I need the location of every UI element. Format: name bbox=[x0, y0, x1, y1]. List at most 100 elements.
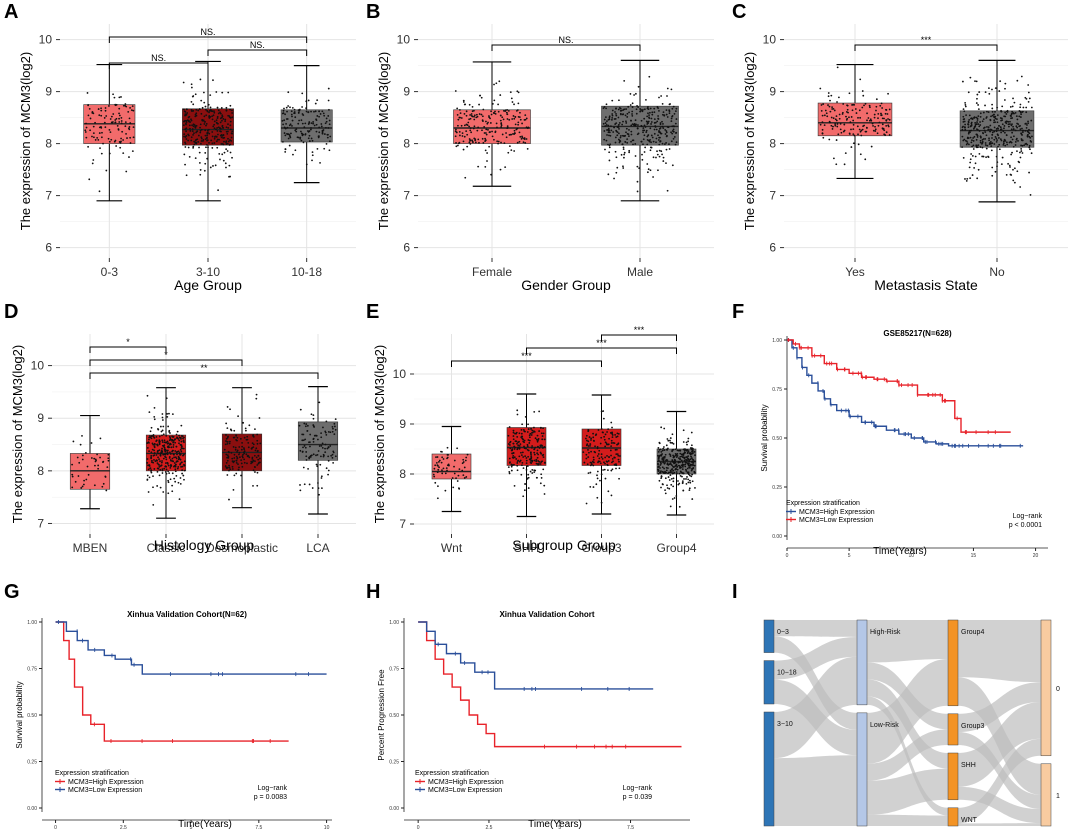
data-point bbox=[1008, 125, 1010, 128]
data-point bbox=[230, 452, 233, 454]
data-point bbox=[681, 481, 684, 484]
data-point bbox=[528, 436, 531, 439]
data-point bbox=[623, 135, 626, 137]
data-point bbox=[225, 148, 228, 151]
data-point bbox=[593, 450, 596, 453]
data-point bbox=[675, 495, 678, 497]
data-point bbox=[618, 127, 620, 130]
data-point bbox=[213, 110, 215, 113]
data-point bbox=[101, 485, 104, 488]
data-point bbox=[990, 149, 993, 152]
data-point bbox=[614, 448, 617, 451]
data-point bbox=[671, 498, 674, 500]
data-point bbox=[631, 102, 634, 105]
data-point bbox=[161, 447, 163, 450]
data-point bbox=[693, 451, 696, 453]
data-point bbox=[527, 126, 530, 129]
bracket-line bbox=[854, 44, 998, 51]
data-point bbox=[467, 121, 470, 124]
data-point bbox=[685, 456, 688, 458]
data-point bbox=[968, 143, 970, 146]
data-point bbox=[158, 441, 161, 444]
data-point bbox=[97, 108, 100, 110]
data-point bbox=[602, 122, 605, 125]
data-point bbox=[623, 108, 626, 111]
data-point bbox=[969, 161, 972, 164]
data-point bbox=[109, 131, 112, 134]
data-point bbox=[287, 91, 290, 94]
data-point bbox=[662, 156, 665, 159]
data-point bbox=[199, 78, 202, 81]
data-point bbox=[636, 127, 639, 130]
data-point bbox=[146, 461, 149, 464]
data-point bbox=[317, 136, 320, 139]
data-point bbox=[118, 117, 120, 120]
data-point bbox=[587, 448, 589, 451]
data-point bbox=[499, 94, 502, 96]
data-point bbox=[320, 477, 323, 479]
data-point bbox=[303, 126, 306, 129]
data-point bbox=[501, 116, 504, 119]
data-point bbox=[658, 149, 661, 152]
data-point bbox=[106, 466, 109, 469]
sankey-node-label: Group4 bbox=[961, 629, 984, 636]
data-point bbox=[834, 118, 837, 121]
data-point bbox=[971, 139, 973, 142]
data-point bbox=[1007, 162, 1010, 165]
sankey-flow bbox=[867, 729, 948, 781]
data-point bbox=[530, 456, 533, 459]
data-point bbox=[481, 129, 483, 132]
data-point bbox=[672, 477, 675, 480]
bracket-line bbox=[601, 334, 677, 341]
data-point bbox=[229, 151, 232, 154]
data-point bbox=[523, 445, 525, 448]
data-point bbox=[455, 477, 457, 479]
data-point bbox=[228, 440, 231, 443]
data-point bbox=[283, 132, 286, 134]
sankey-node-label: WNT bbox=[961, 817, 978, 824]
data-point bbox=[961, 80, 964, 83]
data-point bbox=[456, 480, 459, 482]
data-point bbox=[311, 159, 313, 162]
data-point bbox=[332, 427, 334, 430]
data-point bbox=[204, 162, 207, 165]
data-point bbox=[96, 453, 98, 456]
data-point bbox=[235, 461, 238, 464]
data-point bbox=[1009, 173, 1012, 176]
data-point bbox=[311, 151, 314, 154]
jitter-points bbox=[223, 393, 262, 501]
data-point bbox=[219, 121, 222, 124]
data-point bbox=[327, 446, 330, 448]
data-point bbox=[625, 120, 627, 123]
data-point bbox=[614, 136, 617, 139]
data-point bbox=[98, 190, 101, 193]
data-point bbox=[325, 433, 328, 436]
data-point bbox=[993, 119, 996, 122]
data-point bbox=[962, 115, 965, 118]
data-point bbox=[666, 126, 669, 128]
data-point bbox=[659, 140, 662, 142]
data-point bbox=[165, 435, 168, 437]
data-point bbox=[323, 114, 326, 117]
data-point bbox=[254, 449, 257, 452]
data-point bbox=[470, 113, 473, 115]
data-point bbox=[202, 91, 205, 94]
data-point bbox=[675, 132, 677, 134]
data-point bbox=[1030, 106, 1033, 109]
data-point bbox=[150, 471, 153, 474]
data-point bbox=[979, 121, 981, 123]
data-point bbox=[165, 452, 168, 455]
data-point bbox=[227, 455, 230, 458]
data-point bbox=[1018, 115, 1021, 118]
data-point bbox=[506, 125, 509, 128]
data-point bbox=[666, 484, 668, 487]
data-point bbox=[641, 158, 644, 161]
data-point bbox=[180, 450, 183, 453]
data-point bbox=[171, 460, 174, 462]
data-point bbox=[211, 118, 214, 121]
data-point bbox=[168, 412, 170, 415]
data-point bbox=[211, 142, 214, 145]
data-point bbox=[441, 450, 443, 453]
data-point bbox=[318, 445, 321, 447]
data-point bbox=[676, 449, 679, 452]
